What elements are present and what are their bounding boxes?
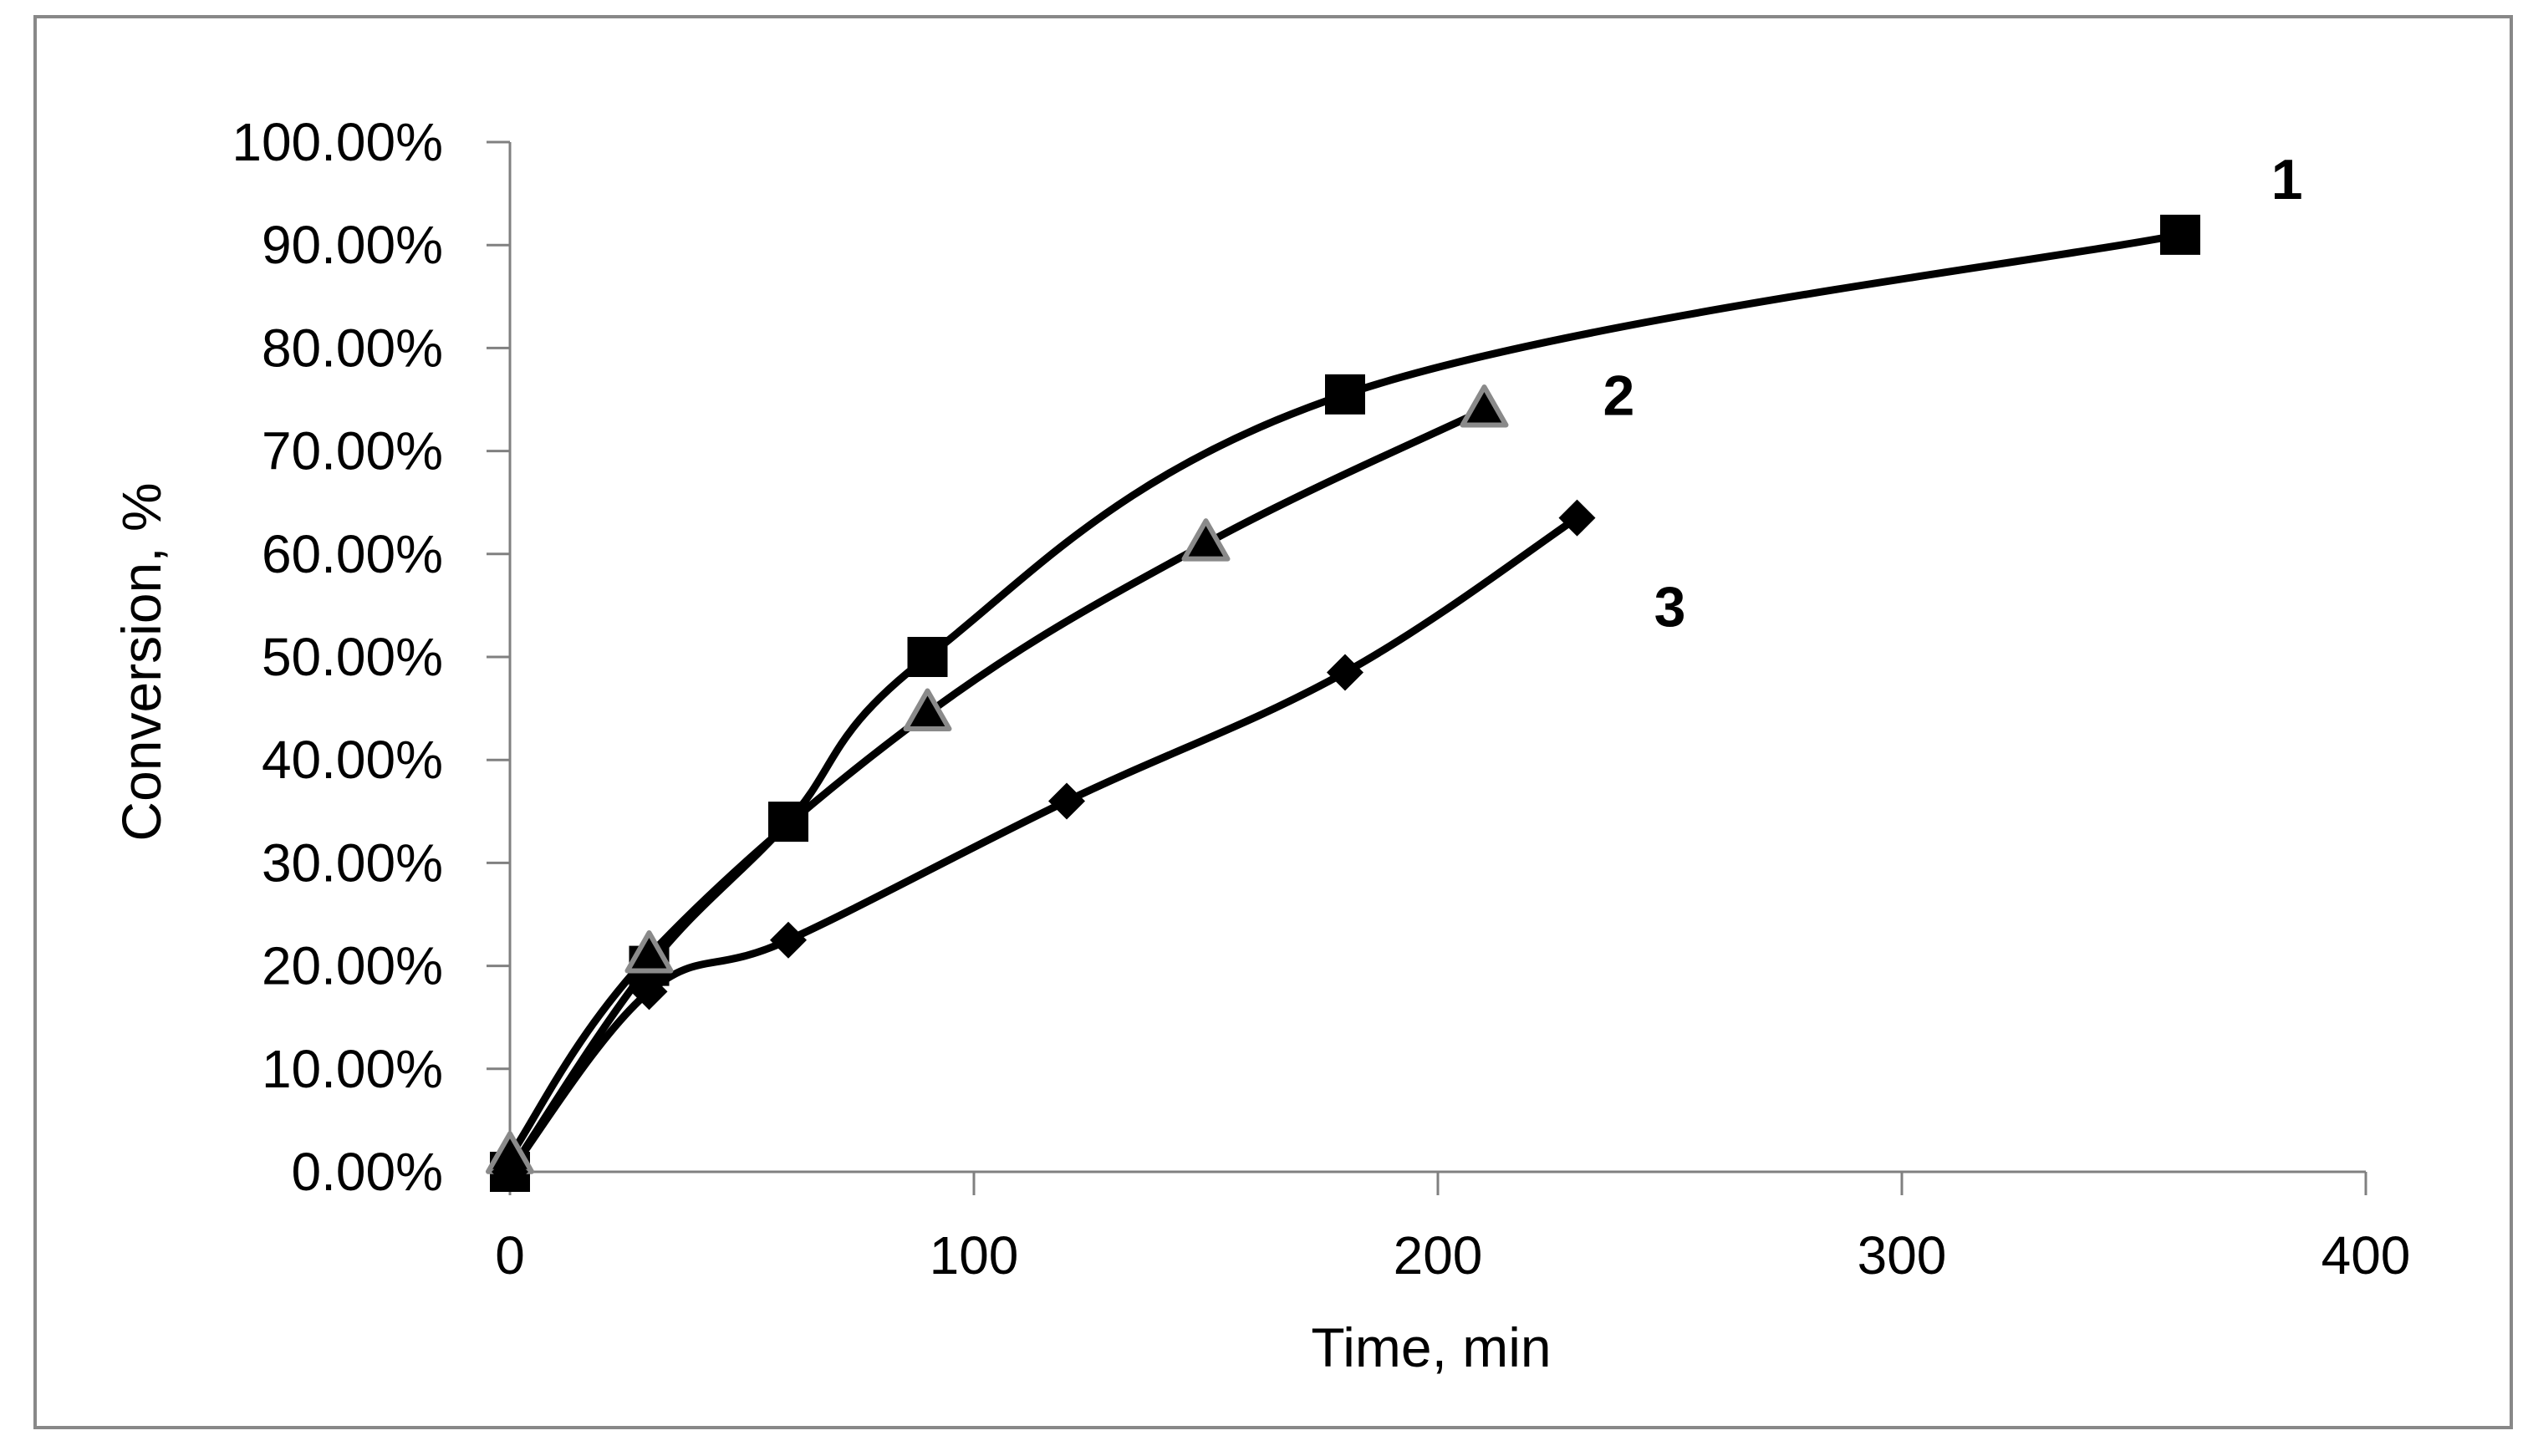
x-tick-label: 200 xyxy=(1394,1225,1483,1285)
series-3-point xyxy=(492,1153,528,1190)
y-tick-label: 70.00% xyxy=(262,421,443,481)
series-2-point xyxy=(1460,384,1509,428)
series-markers xyxy=(486,214,2200,1192)
y-axis-title: Conversion, % xyxy=(110,482,172,841)
series-3-point xyxy=(1558,499,1596,537)
series-labels: 1 2 3 xyxy=(1603,148,2303,639)
series-2-point xyxy=(1181,518,1231,562)
series-1-point xyxy=(2160,214,2200,255)
series-3-point xyxy=(1327,654,1363,691)
y-tick-label: 80.00% xyxy=(262,318,443,378)
series-2-point xyxy=(903,688,952,731)
series-1-label: 1 xyxy=(2271,148,2303,211)
series-2-point xyxy=(624,929,674,974)
series-3-line xyxy=(506,514,1581,1176)
series-3-point xyxy=(770,921,807,959)
series-1-point xyxy=(768,802,808,843)
y-tick-label: 50.00% xyxy=(262,627,443,687)
x-axis-title: Time, min xyxy=(1311,1316,1551,1378)
series-3-point xyxy=(630,973,668,1011)
series-1-point xyxy=(907,637,948,677)
x-tick-label: 400 xyxy=(2321,1225,2411,1285)
y-tick-label: 30.00% xyxy=(262,832,443,893)
y-tick-label: 100.00% xyxy=(232,112,443,172)
series-3-point xyxy=(1048,782,1085,820)
series-3-label: 3 xyxy=(1654,575,1686,639)
series-1-point xyxy=(1325,374,1365,415)
y-tick-label: 10.00% xyxy=(262,1039,443,1099)
y-tick-label: 0.00% xyxy=(292,1142,443,1202)
y-tick-label: 90.00% xyxy=(262,215,443,275)
x-tick-label: 100 xyxy=(930,1225,1019,1285)
y-tick-label: 60.00% xyxy=(262,524,443,584)
x-tick-label: 300 xyxy=(1858,1225,1947,1285)
y-tick-label: 40.00% xyxy=(262,730,443,790)
series-2-label: 2 xyxy=(1603,364,1635,427)
x-tick-label: 0 xyxy=(495,1225,525,1285)
axes: 0.00% 10.00% 20.00% 30.00% 40.00% 50.00% 60.00… xyxy=(232,112,2410,1285)
y-tick-label: 20.00% xyxy=(262,936,443,996)
